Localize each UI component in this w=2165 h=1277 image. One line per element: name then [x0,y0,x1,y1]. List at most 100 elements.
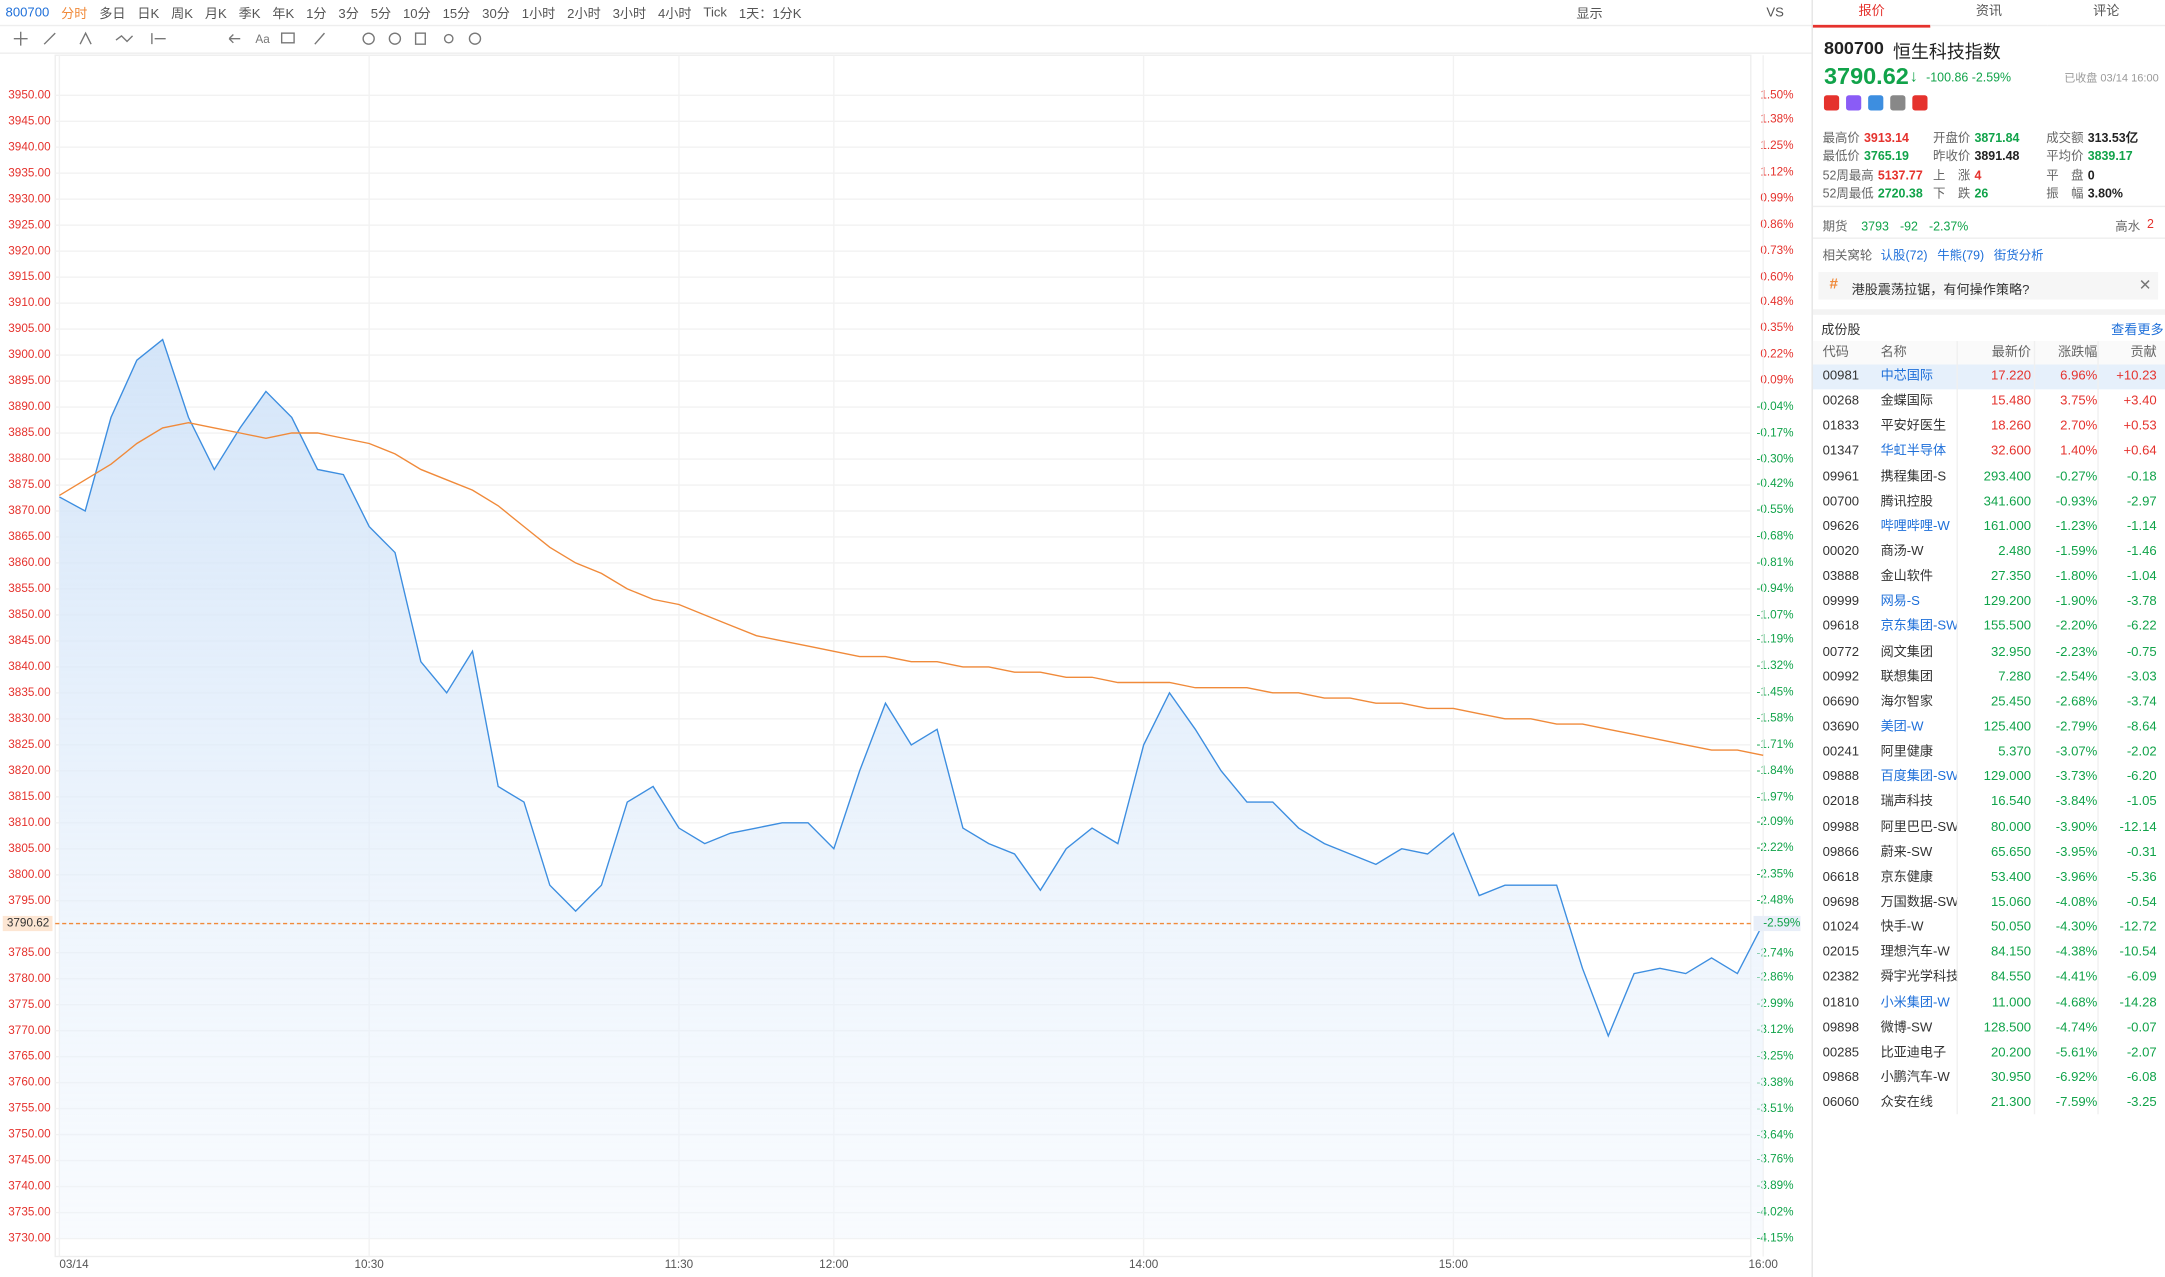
badge[interactable] [1846,95,1862,111]
warrant-link[interactable]: 街货分析 [1993,248,2044,263]
measure-icon[interactable] [151,33,166,45]
stock-code: 09698 [1822,894,1860,910]
stat-value: 2720.38 [1877,186,1923,201]
pen-icon[interactable] [314,32,325,45]
channel-icon[interactable] [79,31,92,45]
constituent-row[interactable]: 09868 小鹏汽车-W 30.950 -6.92% -6.08 [1813,1066,2165,1091]
period-tab[interactable]: 30分 [482,6,510,23]
text-tool[interactable]: Aa [255,33,270,46]
period-tab[interactable]: 年K [272,6,295,23]
constituent-row[interactable]: 02015 理想汽车-W 84.150 -4.38% -10.54 [1813,941,2165,966]
constituent-row[interactable]: 02018 瑞声科技 16.540 -3.84% -1.05 [1813,790,2165,815]
stock-change: -2.68% [2055,694,2098,710]
constituent-row[interactable]: 00285 比亚迪电子 20.200 -5.61% -2.07 [1813,1041,2165,1066]
stock-name: 万国数据-SW [1880,894,1958,910]
y2-tick-label: -1.07% [1756,608,1793,621]
more-link[interactable]: 查看更多 [2111,323,2164,339]
badge[interactable] [1890,95,1906,111]
constituent-row[interactable]: 00981 中芯国际 17.220 6.96% +10.23 [1812,364,2165,390]
column-divider [1956,341,1958,1115]
banner-box[interactable] [1818,272,2159,300]
constituent-row[interactable]: 00268 金蝶国际 15.480 3.75% +3.40 [1813,390,2165,415]
display-menu[interactable]: 显示 [1576,6,1603,23]
warrant-link[interactable]: 牛熊(79) [1937,248,1985,263]
y2-tick-label: -4.15% [1756,1232,1793,1245]
constituent-row[interactable]: 01833 平安好医生 18.260 2.70% +0.53 [1813,415,2165,440]
constituent-row[interactable]: 09999 网易-S 129.200 -1.90% -3.78 [1813,590,2165,615]
constituent-row[interactable]: 01810 小米集团-W 11.000 -4.68% -14.28 [1813,991,2165,1016]
period-tab[interactable]: 周K [171,6,194,23]
period-tab[interactable]: 分时 [61,6,88,23]
constituent-row[interactable]: 06060 众安在线 21.300 -7.59% -3.25 [1813,1091,2165,1116]
period-tab[interactable]: 4小时 [658,6,692,23]
constituent-row[interactable]: 03888 金山软件 27.350 -1.80% -1.04 [1813,565,2165,590]
banner-close[interactable]: ✕ [2138,277,2152,295]
period-tab[interactable]: 15分 [442,6,471,23]
vs-button[interactable]: VS [1766,4,1784,21]
symbol[interactable]: 800700 [5,4,50,21]
constituent-row[interactable]: 00772 阅文集团 32.950 -2.23% -0.75 [1813,640,2165,665]
period-tab[interactable]: 3小时 [612,6,647,23]
constituent-row[interactable]: 00241 阿里健康 5.370 -3.07% -2.02 [1813,740,2165,765]
x-tick-label: 11:30 [665,1258,694,1271]
y2-tick-label: -1.84% [1756,764,1793,777]
period-tab[interactable]: 3分 [338,6,359,23]
stat-label: 最高价 [1822,131,1860,145]
constituent-row[interactable]: 09961 携程集团-S 293.400 -0.27% -0.18 [1813,465,2165,490]
y2-tick-label: -0.81% [1756,556,1793,569]
period-tab[interactable]: Tick [703,4,727,21]
constituent-row[interactable]: 02382 舜宇光学科技 84.550 -4.41% -6.09 [1813,966,2165,991]
panel-tab[interactable]: 资讯 [1930,0,2048,27]
hide-icon[interactable] [388,32,402,45]
stock-code: 09999 [1822,594,1860,610]
constituent-row[interactable]: 09866 蔚来-SW 65.650 -3.95% -0.31 [1813,840,2165,865]
period-tab[interactable]: 月K [204,6,227,23]
period-tab[interactable]: 10分 [403,6,431,23]
constituent-row[interactable]: 09898 微博-SW 128.500 -4.74% -0.07 [1813,1016,2165,1041]
stock-code: 09866 [1822,844,1860,860]
badge[interactable] [1868,95,1884,111]
constituent-row[interactable]: 09988 阿里巴巴-SW 80.000 -3.90% -12.14 [1813,815,2165,840]
stock-price: 15.060 [1990,894,2032,910]
constituent-row[interactable]: 09888 百度集团-SW 129.000 -3.73% -6.20 [1813,765,2165,790]
y2-tick-label: -3.76% [1756,1153,1793,1166]
delete-icon[interactable] [414,32,426,45]
constituent-row[interactable]: 09618 京东集团-SW 155.500 -2.20% -6.22 [1813,615,2165,640]
banner-text[interactable]: 港股震荡拉锯，有何操作策略? [1851,283,2030,299]
stock-change: -1.59% [2055,543,2098,560]
magnet-icon[interactable] [362,32,375,45]
stock-price: 161.000 [1983,518,2032,535]
constituent-row[interactable]: 01347 华虹半导体 32.600 1.40% +0.64 [1813,440,2165,465]
line-icon[interactable] [43,32,56,45]
period-tab[interactable]: 季K [238,6,261,23]
panel-tab[interactable]: 报价 [1812,0,1931,28]
period-tab[interactable]: 1天：1分K [738,6,802,23]
period-tab[interactable]: 日K [137,6,160,23]
comment-icon[interactable] [280,32,295,44]
constituent-row[interactable]: 09626 哔哩哔哩-W 161.000 -1.23% -1.14 [1813,515,2165,540]
constituent-row[interactable]: 00700 腾讯控股 341.600 -0.93% -2.97 [1813,490,2165,515]
y-tick-label: 3780.00 [8,972,51,985]
badge[interactable] [1823,95,1840,111]
panel-tab[interactable]: 评论 [2047,0,2165,27]
constituent-row[interactable]: 03690 美团-W 125.400 -2.79% -8.64 [1813,715,2165,740]
constituent-row[interactable]: 01024 快手-W 50.050 -4.30% -12.72 [1813,916,2165,941]
period-tab[interactable]: 2小时 [567,6,601,23]
period-tab[interactable]: 5分 [370,6,392,23]
badge[interactable] [1912,95,1928,111]
period-tab[interactable]: 1分 [306,6,327,23]
link-icon[interactable] [443,33,454,44]
undo-icon[interactable] [228,34,241,44]
settings-icon[interactable] [468,32,482,45]
constituent-row[interactable]: 09698 万国数据-SW 15.060 -4.08% -0.54 [1813,890,2165,915]
wave-icon[interactable] [115,34,134,43]
warrant-link[interactable]: 认股(72) [1880,248,1928,263]
constituent-row[interactable]: 00992 联想集团 7.280 -2.54% -3.03 [1813,665,2165,690]
move-icon[interactable] [13,31,28,46]
constituent-row[interactable]: 06690 海尔智家 25.450 -2.68% -3.74 [1813,690,2165,715]
constituent-row[interactable]: 00020 商汤-W 2.480 -1.59% -1.46 [1813,540,2165,565]
constituent-row[interactable]: 06618 京东健康 53.400 -3.96% -5.36 [1813,865,2165,890]
period-tab[interactable]: 1小时 [521,6,556,23]
period-tab[interactable]: 多日 [99,6,126,23]
